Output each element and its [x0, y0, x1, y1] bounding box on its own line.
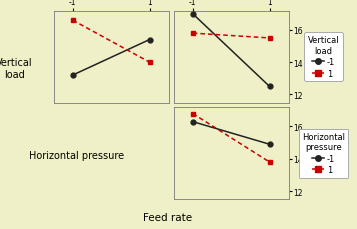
Text: Horizontal pressure: Horizontal pressure [29, 151, 124, 161]
Legend: -1, 1: -1, 1 [304, 33, 343, 82]
Text: Vertical
load: Vertical load [0, 58, 32, 79]
Legend: -1, 1: -1, 1 [299, 129, 348, 178]
Text: Feed rate: Feed rate [143, 212, 192, 222]
